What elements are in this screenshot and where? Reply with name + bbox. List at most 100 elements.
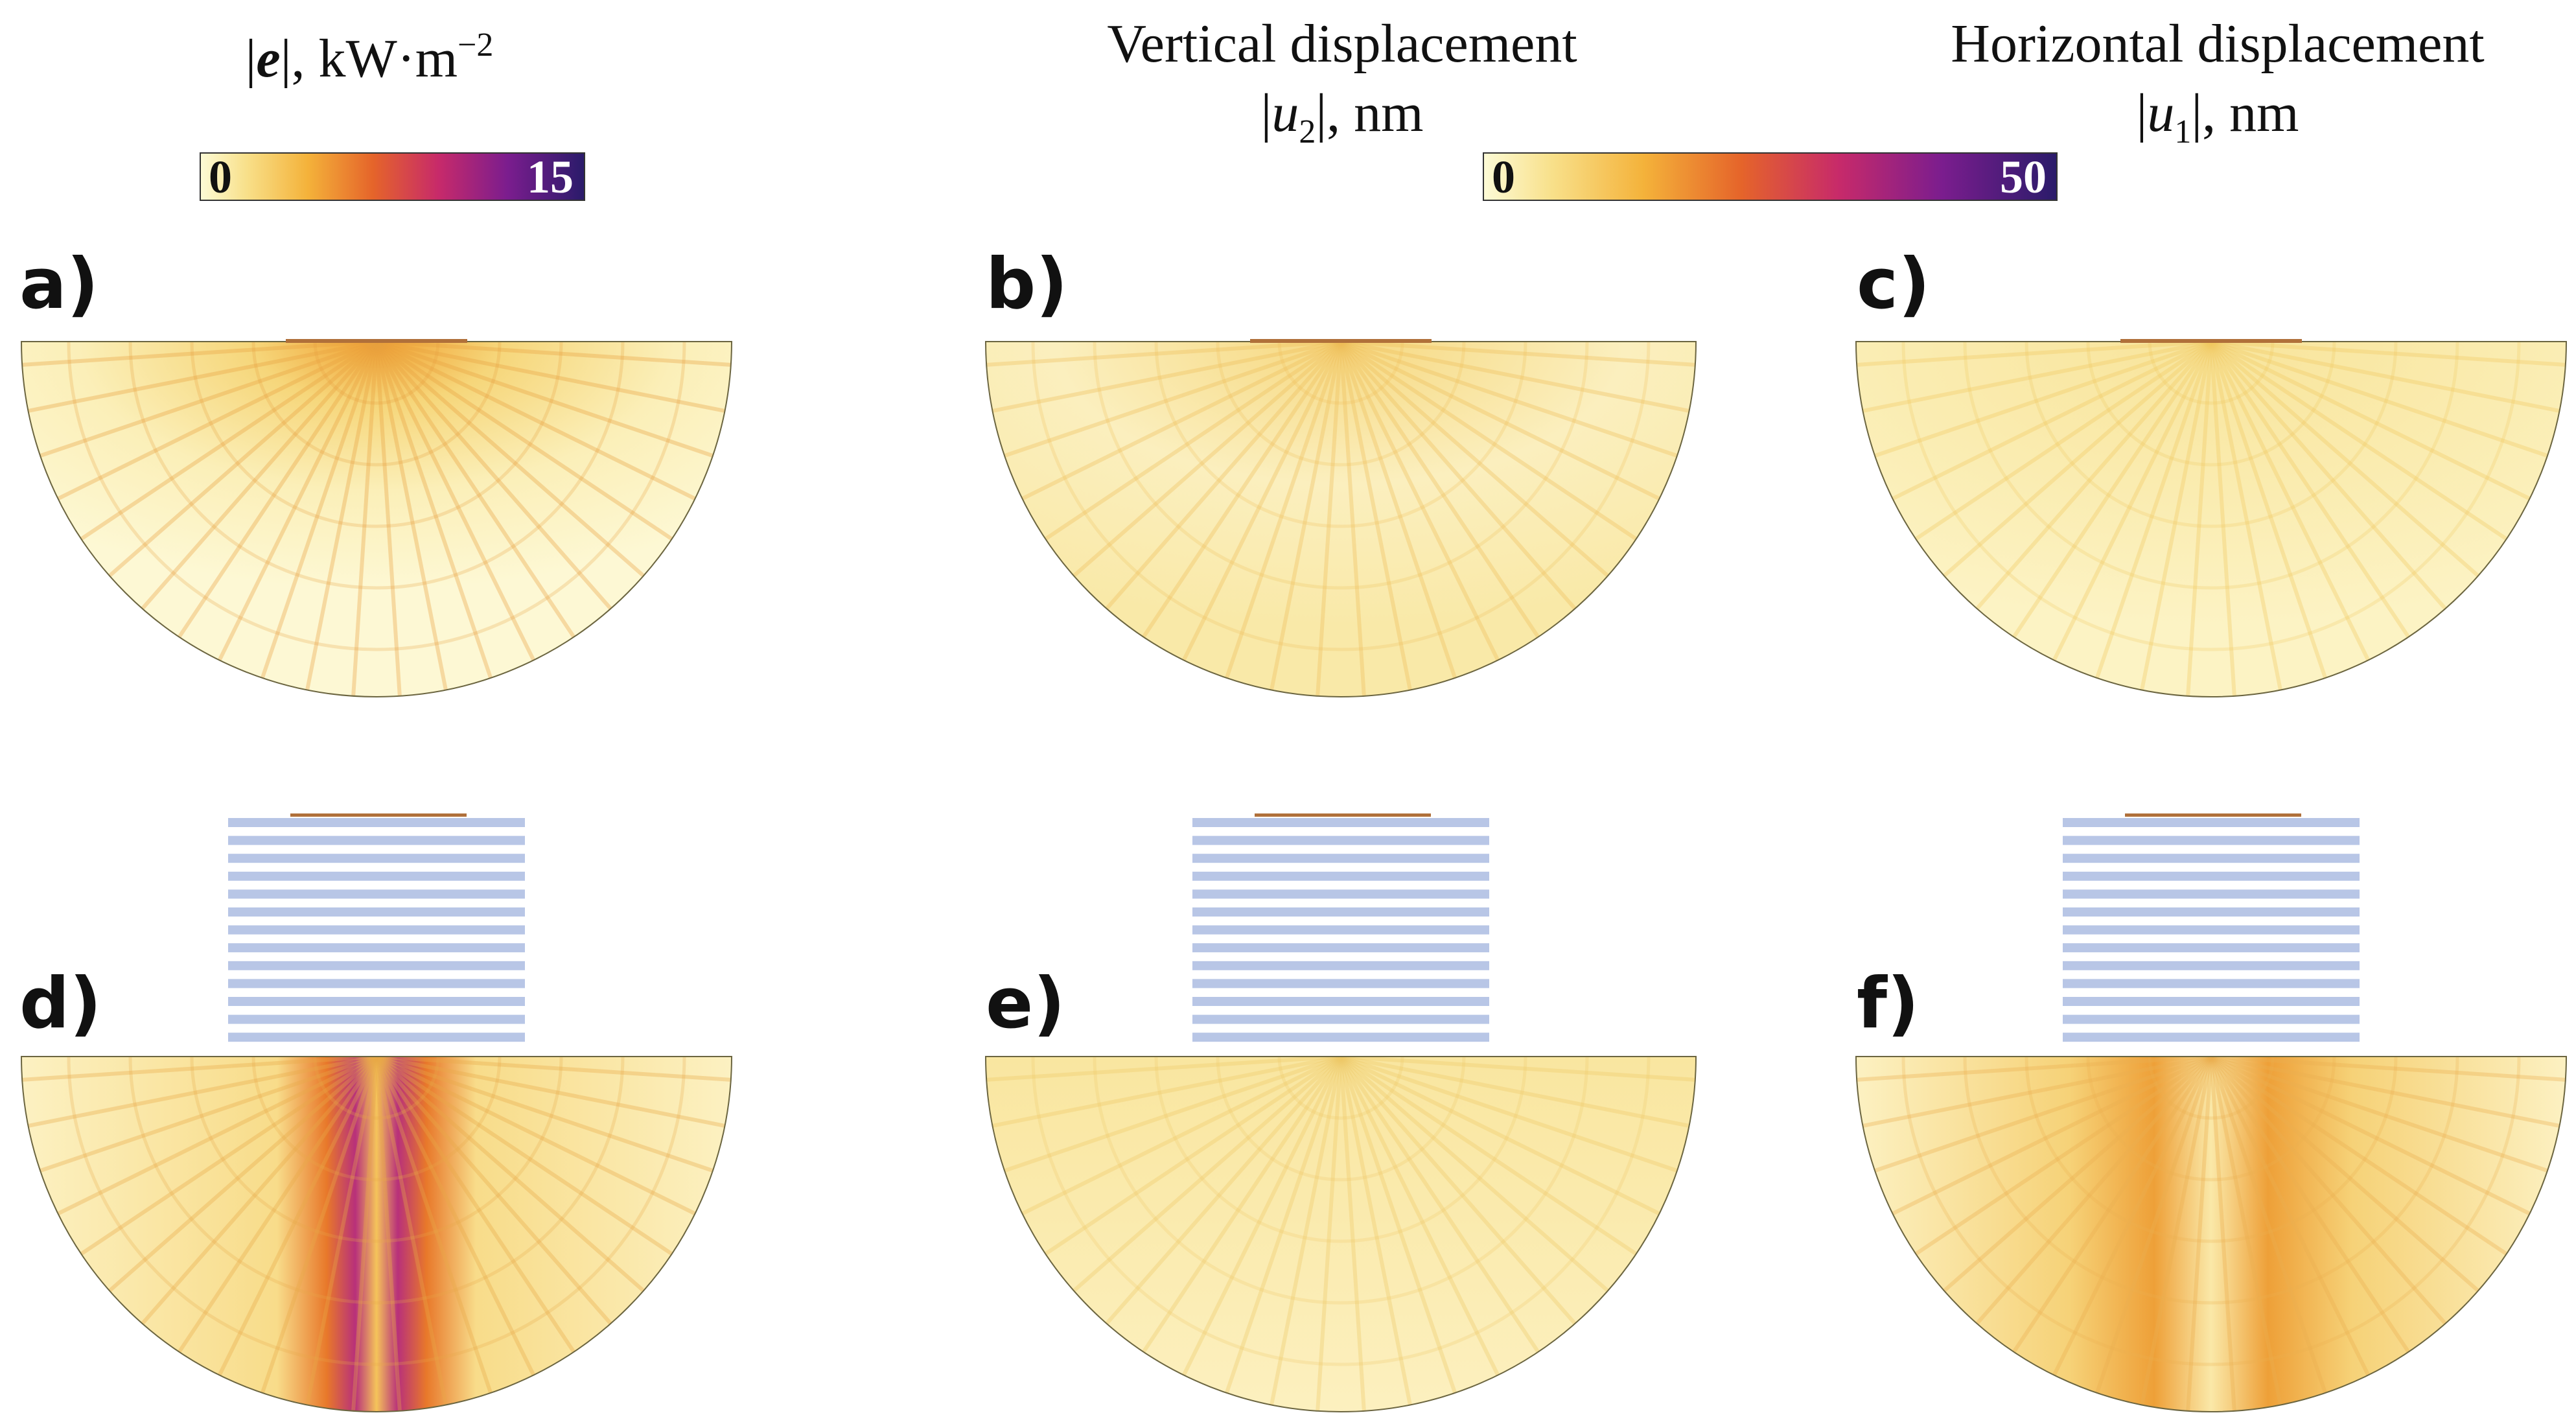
field-texture bbox=[2209, 1057, 2447, 1325]
colorbar-title: Horizontal displacement bbox=[1951, 14, 2484, 74]
field-texture bbox=[1340, 1057, 1678, 1173]
field-texture bbox=[376, 1057, 714, 1173]
field-texture bbox=[40, 342, 377, 458]
field-texture bbox=[2210, 1057, 2531, 1216]
field-texture bbox=[178, 1057, 378, 1353]
field-texture bbox=[375, 1057, 696, 1216]
panel-label: b) bbox=[986, 244, 1068, 325]
field-texture bbox=[1093, 342, 1589, 590]
mirror-layer bbox=[228, 836, 525, 845]
mirror-layer bbox=[2063, 997, 2360, 1006]
field-texture bbox=[1031, 1057, 1651, 1366]
field-texture bbox=[1339, 342, 1500, 661]
field-texture bbox=[1004, 342, 1341, 458]
mirror-layer bbox=[2063, 961, 2360, 970]
field-texture bbox=[2186, 1057, 2213, 1412]
mirror-layer bbox=[1192, 1033, 1489, 1042]
field-texture bbox=[1340, 1057, 1690, 1128]
field-texture bbox=[1093, 1057, 1589, 1305]
mirror-layer bbox=[228, 925, 525, 935]
field-texture bbox=[375, 342, 493, 679]
field-texture bbox=[1340, 1057, 1660, 1216]
field-texture bbox=[375, 1057, 575, 1353]
mirror-layer bbox=[2063, 925, 2360, 935]
field-texture bbox=[1339, 1057, 1412, 1406]
map-outline bbox=[20, 341, 733, 697]
field-texture bbox=[1339, 1057, 1500, 1376]
field-texture bbox=[1105, 342, 1343, 610]
title-part: |, nm bbox=[1316, 83, 1423, 143]
field-texture bbox=[375, 1057, 402, 1412]
panel-label: d) bbox=[19, 963, 102, 1044]
field-texture bbox=[376, 1057, 726, 1128]
mirror-layer bbox=[1192, 1014, 1489, 1024]
electrode bbox=[1255, 813, 1431, 817]
field-texture bbox=[2095, 1057, 2213, 1394]
mirror-layer bbox=[2063, 836, 2360, 845]
field-texture bbox=[2025, 1057, 2398, 1243]
field-texture bbox=[375, 342, 575, 638]
field-texture bbox=[375, 1057, 673, 1256]
field-texture bbox=[2210, 342, 2560, 413]
field-texture bbox=[1073, 342, 1342, 578]
field-texture bbox=[2086, 342, 2336, 467]
field-texture bbox=[217, 1057, 378, 1376]
map-outline bbox=[984, 1056, 1697, 1412]
field-texture bbox=[992, 342, 1341, 413]
title-part: |, kW·m bbox=[281, 29, 458, 89]
field-texture bbox=[1142, 1057, 1343, 1353]
field-texture bbox=[986, 1057, 1341, 1082]
field-texture bbox=[67, 1057, 686, 1366]
mirror-layer bbox=[1192, 836, 1489, 845]
field-texture bbox=[2052, 342, 2213, 661]
field-texture bbox=[2052, 1057, 2213, 1376]
field-texture bbox=[1270, 342, 1343, 691]
field-texture bbox=[1225, 342, 1343, 679]
colorbar-min: 0 bbox=[209, 151, 232, 203]
field-texture bbox=[1142, 342, 1343, 638]
map-outline bbox=[984, 341, 1697, 697]
field-texture bbox=[2209, 342, 2327, 679]
mirror-layer bbox=[2063, 889, 2360, 899]
field-texture bbox=[376, 342, 714, 458]
mirror-layer bbox=[2063, 1033, 2360, 1042]
field-texture bbox=[1339, 1057, 1457, 1394]
field-texture bbox=[2209, 342, 2282, 691]
field-texture bbox=[261, 342, 378, 679]
title-var: u bbox=[1271, 83, 1299, 143]
field-texture bbox=[376, 342, 732, 367]
field-texture bbox=[1856, 342, 2212, 367]
field-texture bbox=[375, 342, 696, 501]
map-outline bbox=[1855, 341, 2568, 697]
field-texture bbox=[375, 1057, 612, 1325]
field-texture bbox=[128, 342, 625, 590]
field-texture bbox=[1340, 1057, 1609, 1292]
mirror-layer bbox=[228, 979, 525, 988]
field-texture bbox=[251, 1057, 502, 1182]
field-texture bbox=[1216, 342, 1466, 467]
field-texture bbox=[1963, 1057, 2459, 1305]
field-texture bbox=[1339, 342, 1412, 691]
field-texture bbox=[376, 1057, 732, 1082]
mirror-layer bbox=[1192, 907, 1489, 917]
field-texture bbox=[1044, 1057, 1342, 1256]
field-texture bbox=[2210, 342, 2479, 578]
field-texture bbox=[1339, 1057, 1540, 1353]
field-texture bbox=[1943, 1057, 2212, 1292]
field-texture bbox=[2025, 342, 2398, 528]
mirror-layer bbox=[228, 1014, 525, 1024]
field-texture bbox=[2012, 342, 2213, 638]
field-texture bbox=[2148, 342, 2275, 405]
field-texture bbox=[2209, 342, 2371, 661]
electrode bbox=[1250, 339, 1432, 343]
field-texture bbox=[1339, 342, 1366, 697]
field-texture bbox=[1004, 1057, 1341, 1173]
title-part: | bbox=[2137, 83, 2148, 143]
field-texture bbox=[1975, 1057, 2213, 1325]
mirror-layer bbox=[2063, 1014, 2360, 1024]
field-texture bbox=[1339, 342, 1577, 610]
field-texture bbox=[108, 342, 378, 578]
mirror-layer bbox=[1192, 889, 1489, 899]
mirror-layer bbox=[2063, 871, 2360, 881]
colorbar-min: 0 bbox=[1492, 151, 1515, 203]
